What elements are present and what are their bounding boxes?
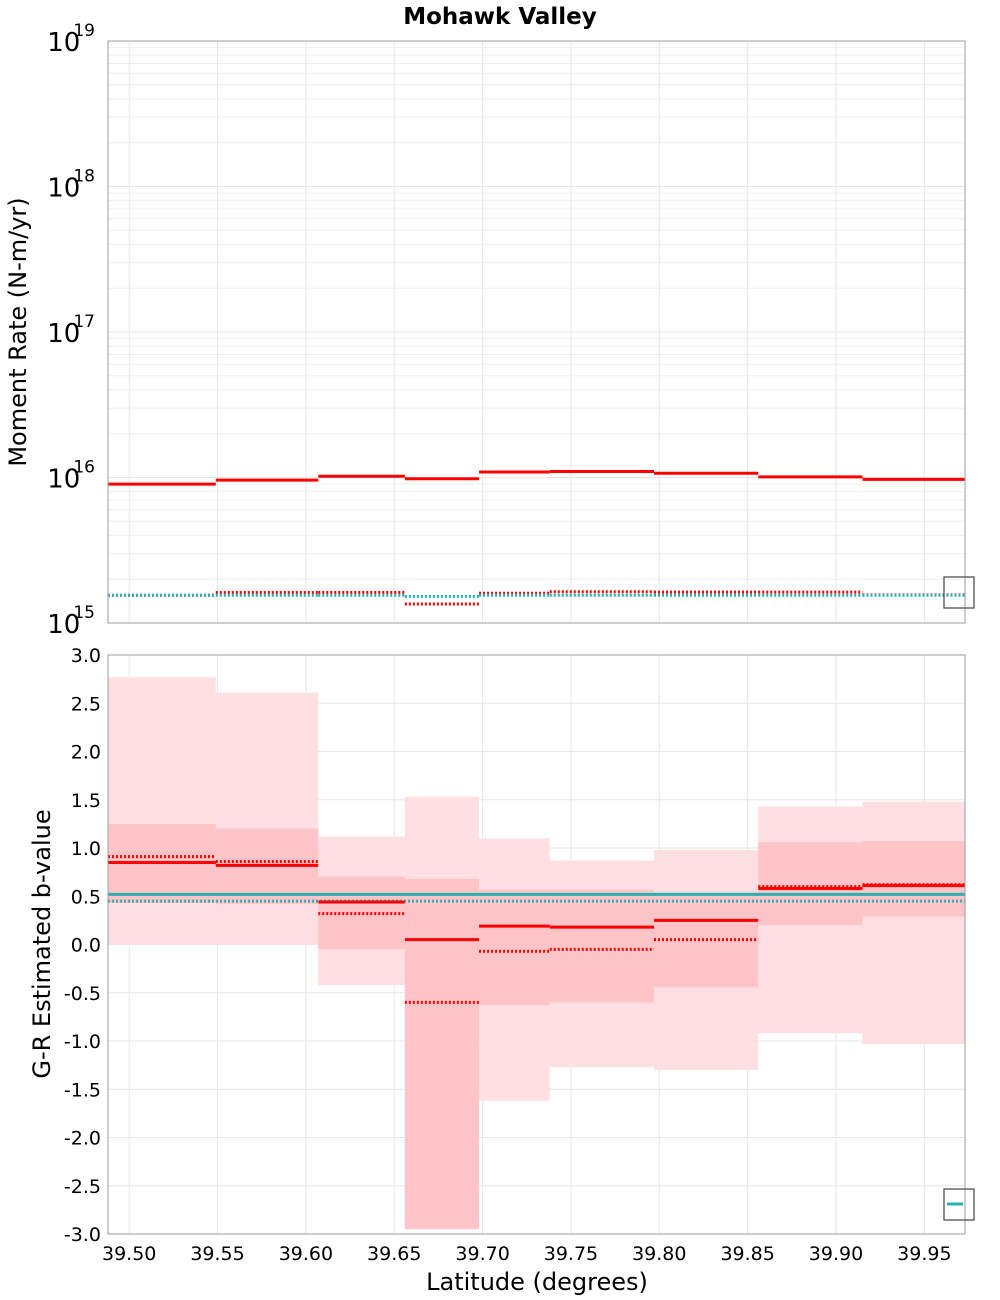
- bottom-y-tick-label: -1.0: [64, 1031, 101, 1053]
- bottom-y-tick-label: 0.5: [71, 886, 101, 908]
- bottom-y-tick-label: 0.0: [71, 935, 101, 957]
- outer-confidence-band: [215, 692, 319, 945]
- x-tick-label: 39.90: [809, 1243, 863, 1265]
- top-panel: 1015 1016 1017 1018 1019: [47, 21, 975, 640]
- bottom-plot-frame: [107, 654, 966, 1235]
- bottom-y-tick-label: 1.5: [71, 790, 101, 812]
- top-y-tick-label: 1017: [47, 312, 95, 349]
- inner-confidence-band: [404, 878, 480, 1230]
- bottom-y-tick-label: 3.0: [71, 645, 101, 667]
- top-y-tick-label: 1016: [47, 458, 95, 495]
- bottom-y-tick-label: 2.0: [71, 742, 101, 764]
- outer-confidence-band: [862, 801, 965, 1044]
- bottom-y-tick-label: -3.0: [64, 1224, 101, 1246]
- bottom-y-tick-label: -2.0: [64, 1128, 101, 1150]
- x-tick-label: 39.60: [279, 1243, 333, 1265]
- x-tick-label: 39.65: [367, 1243, 421, 1265]
- bottom-y-tick-label: -2.5: [64, 1176, 101, 1198]
- inner-confidence-band: [549, 889, 655, 1003]
- top-y-tick-label: 1019: [47, 21, 95, 58]
- x-tick-label: 39.75: [544, 1243, 598, 1265]
- x-tick-label: 39.80: [632, 1243, 686, 1265]
- bottom-y-tick-label: 1.0: [71, 838, 101, 860]
- top-y-tick-label: 1015: [47, 603, 95, 640]
- x-tick-label: 39.85: [720, 1243, 774, 1265]
- x-axis-label: Latitude (degrees): [426, 1268, 648, 1296]
- bottom-y-tick-label: 2.5: [71, 693, 101, 715]
- bottom-y-axis-label: G-R Estimated b-value: [28, 809, 56, 1078]
- inner-confidence-band: [862, 841, 965, 917]
- top-y-tick-label: 1018: [47, 167, 95, 204]
- bottom-y-tick-label: -0.5: [64, 983, 101, 1005]
- bottom-panel: -3.0 -2.5 -2.0 -1.5 -1.0 -0.5 0.0 0.5 1.0 1.5 2.0 2…: [64, 645, 975, 1265]
- outer-confidence-band: [108, 677, 216, 945]
- x-tick-label: 39.70: [455, 1243, 509, 1265]
- bottom-y-tick-label: -1.5: [64, 1079, 101, 1101]
- top-y-axis-label: Moment Rate (N-m/yr): [4, 197, 32, 466]
- bottom-legend-box: [943, 1188, 975, 1221]
- top-plot-frame: [107, 40, 966, 624]
- x-tick-label: 39.50: [102, 1243, 156, 1265]
- x-tick-label: 39.95: [897, 1243, 951, 1265]
- chart-title: Mohawk Valley: [403, 4, 597, 30]
- inner-confidence-band: [479, 889, 550, 1006]
- x-tick-label: 39.55: [190, 1243, 244, 1265]
- inner-confidence-band: [758, 842, 863, 926]
- top-legend-box: [943, 576, 975, 609]
